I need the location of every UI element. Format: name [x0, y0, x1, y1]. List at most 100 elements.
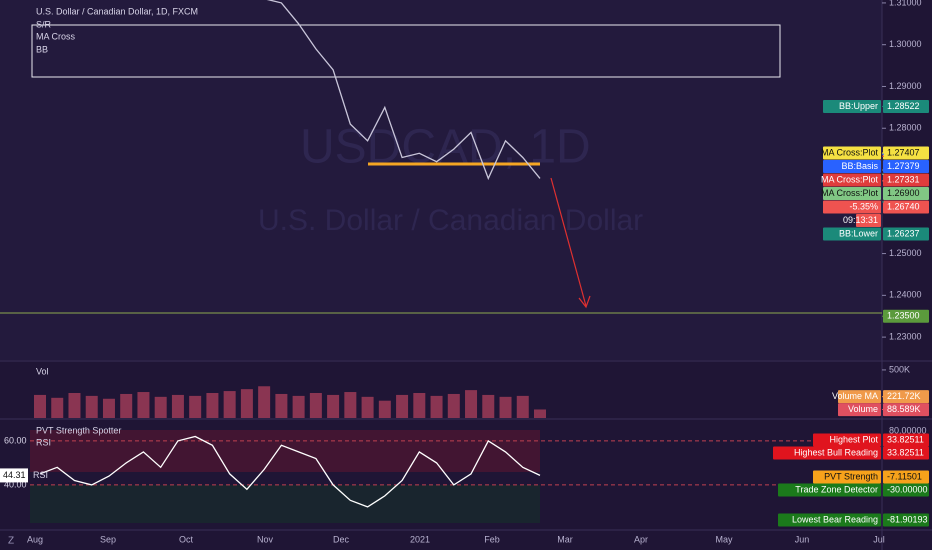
countdown: 09:13:31 [843, 215, 878, 225]
y-tick-label: 1.28000 [889, 123, 922, 133]
indicator-label: 33.82511 [887, 447, 924, 457]
last-value-name: RSI [33, 470, 48, 480]
bear-zone [30, 485, 540, 523]
label-box [823, 187, 881, 201]
last-value: 44.31 [3, 470, 26, 480]
y2-tick-label: 80.00000 [889, 425, 927, 435]
price-label: 1.26740 [887, 201, 920, 211]
volume-bar [275, 393, 288, 418]
y-tick-label: 1.23000 [889, 331, 922, 341]
volume-bar [396, 394, 409, 418]
legend-item: BB [36, 44, 48, 54]
volume-bar [51, 397, 64, 418]
volume-bar [240, 389, 253, 418]
x-tick-label: Jun [795, 534, 810, 544]
indicator-label: -7.11501 [887, 471, 922, 481]
indicator-label-name: Highest Plot [829, 434, 878, 444]
label-box [883, 173, 929, 187]
y-tick-label: 60.00 [4, 435, 27, 445]
volume-bar [171, 394, 184, 418]
label-box [823, 146, 881, 160]
volume-label: 221.72K [887, 391, 921, 401]
volume-bar [292, 395, 305, 418]
price-label: 1.27331 [887, 174, 920, 184]
y-tick-label: 500K [889, 364, 910, 374]
volume-bar [447, 393, 460, 418]
indicator-label-name: Highest Bull Reading [794, 447, 878, 457]
price-label: 1.28522 [887, 101, 920, 111]
indicator-label-name: Lowest Bear Reading [792, 514, 878, 524]
y-tick-label: 1.25000 [889, 248, 922, 258]
volume-bar [327, 394, 340, 418]
indicator-label: -81.90193 [887, 514, 928, 524]
y-tick-label: 40.00 [4, 479, 27, 489]
label-box [883, 200, 929, 214]
label-box [773, 446, 881, 460]
label-box [883, 390, 929, 404]
volume-label-name: Volume MA [832, 391, 878, 401]
y-tick-label: 1.24000 [889, 290, 922, 300]
volume-bar [154, 396, 167, 418]
volume-bar [413, 393, 426, 418]
volume-bar [378, 400, 391, 418]
x-tick-label: Dec [333, 534, 350, 544]
label-box [883, 513, 929, 527]
x-tick-label: Oct [179, 534, 194, 544]
label-box [838, 403, 881, 417]
indicator-label: -30.00000 [887, 484, 928, 494]
icon[interactable]: Z [8, 536, 14, 547]
price-label-name: BB:Lower [839, 228, 878, 238]
volume-title: Vol [36, 366, 49, 376]
last-value-box [0, 468, 28, 483]
label-box [813, 433, 881, 447]
indicator-label-name: Trade Zone Detector [795, 484, 878, 494]
price-line [266, 0, 541, 181]
price-label-name: -5.35% [849, 201, 878, 211]
volume-bar [430, 395, 443, 418]
price-label: 1.27407 [887, 147, 920, 157]
x-tick-label: Sep [100, 534, 116, 544]
indicator-label: 33.82511 [887, 434, 924, 444]
price-label-name: MA Cross:Plot [821, 147, 879, 157]
volume-bar [534, 409, 546, 418]
label-box [823, 99, 881, 113]
label-box [883, 227, 929, 241]
y-tick-label: 1.30000 [889, 39, 922, 49]
label-box [883, 433, 929, 447]
label-box [778, 513, 881, 527]
volume-bar [482, 394, 495, 418]
volume-bar [206, 393, 219, 418]
label-box [883, 403, 929, 417]
label-box [813, 470, 881, 484]
x-tick-label: Jul [873, 534, 885, 544]
main-pane [0, 0, 882, 360]
volume-bar [344, 392, 357, 418]
indicator-label-name: PVT Strength [824, 471, 878, 481]
volume-bar [465, 390, 478, 418]
label-box [856, 214, 881, 228]
label-box [883, 483, 929, 497]
label-box [883, 146, 929, 160]
volume-bar [258, 386, 271, 418]
label-box [883, 160, 929, 174]
label-box [838, 390, 881, 404]
price-label: 1.26900 [887, 188, 920, 198]
arrow-head [578, 295, 591, 309]
price-label-name: MA Cross:Plot [821, 174, 879, 184]
volume-bar [102, 398, 115, 418]
label-box [778, 483, 881, 497]
label-box [883, 187, 929, 201]
x-tick-label: 2021 [410, 534, 430, 544]
bull-zone [30, 430, 540, 472]
volume-bar [361, 396, 374, 418]
volume-bar [223, 391, 236, 418]
arrow [550, 177, 587, 307]
label-box [823, 160, 881, 174]
price-label: 1.23500 [887, 311, 920, 321]
price-label-name: BB:Basis [841, 161, 878, 171]
volume-bar [34, 394, 46, 418]
volume-bar [137, 392, 150, 418]
x-tick-label: Apr [634, 534, 648, 544]
